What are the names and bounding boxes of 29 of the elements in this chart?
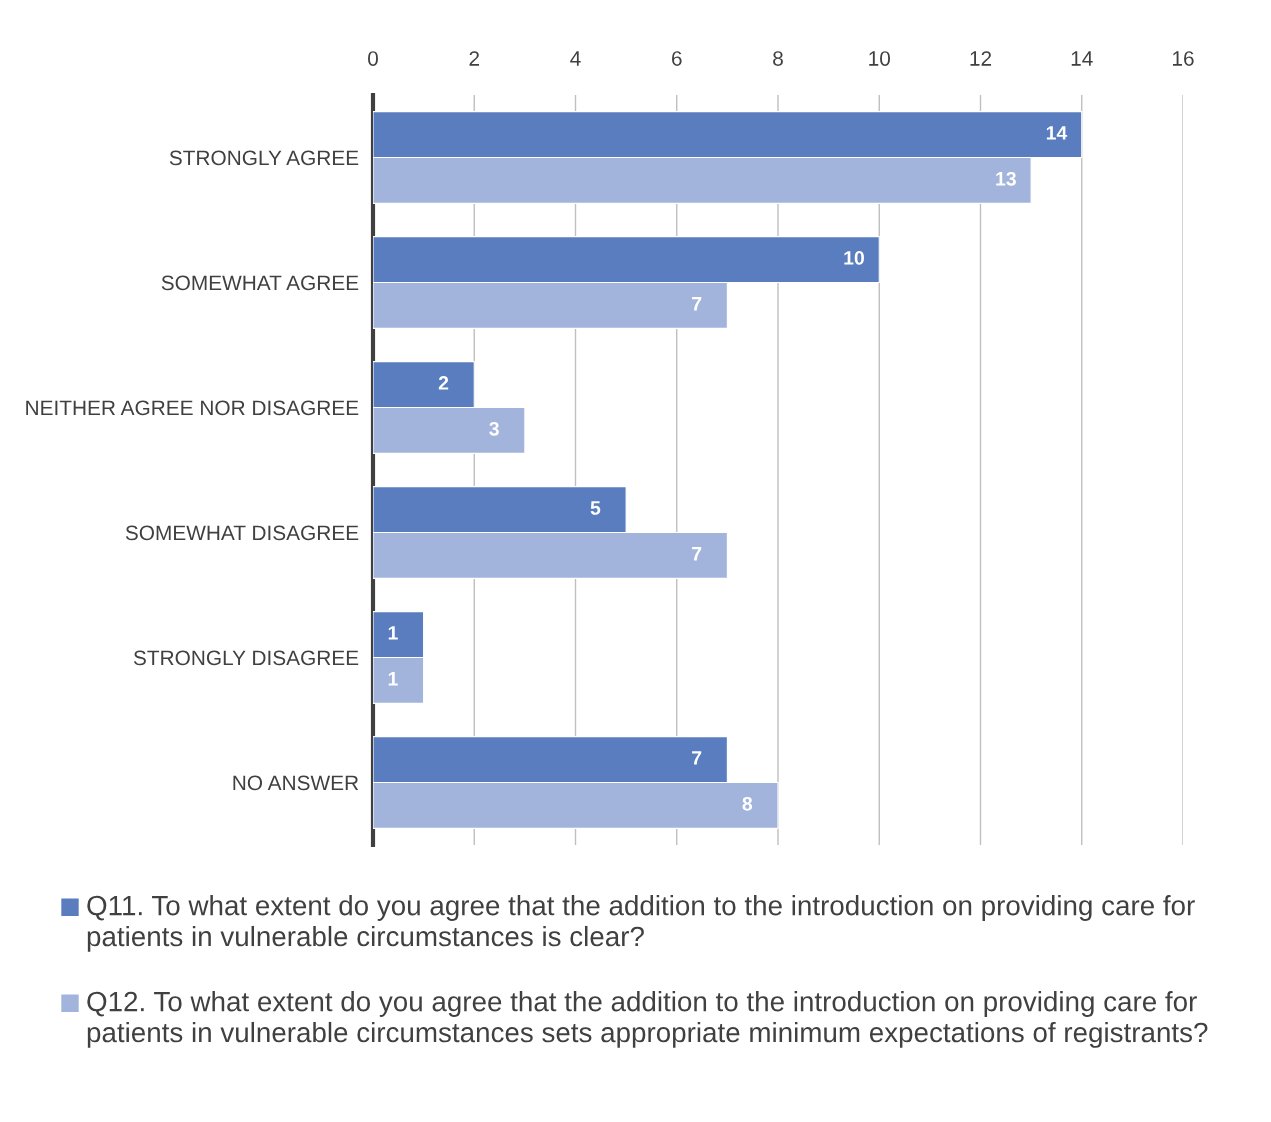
x-tick-label: 2 — [469, 51, 479, 66]
data-label: 14 — [1046, 126, 1068, 140]
data-label: 8 — [742, 796, 753, 811]
y-tick-label: STRONGLY DISAGREE — [133, 650, 359, 666]
legend-label: Q11. To what extent do you agree that the addition to the introduction on providing care for patients in vulnerable circumstances is clear? — [87, 895, 1195, 952]
data-label: 10 — [844, 251, 864, 265]
x-tick-label: 8 — [773, 51, 783, 66]
y-tick-label: NEITHER AGREE NOR DISAGREE — [26, 400, 359, 416]
y-tick-label: SOMEWHAT DISAGREE — [125, 525, 359, 541]
x-tick-label: 4 — [570, 51, 581, 66]
x-tick-label: 16 — [1173, 51, 1194, 66]
data-label: 7 — [692, 297, 702, 311]
data-label: 2 — [438, 376, 449, 390]
x-tick-label: 14 — [1071, 51, 1093, 66]
x-tick-label: 6 — [672, 51, 682, 66]
y-tick-label: SOMEWHAT AGREE — [161, 275, 359, 291]
data-label: 1 — [388, 626, 398, 640]
y-tick-label: STRONGLY AGREE — [169, 150, 359, 166]
legend-label: Q12. To what extent do you agree that the addition to the introduction on providing care for patients in vulnerable circumstances sets appropriate minimum expectations of registrants? — [87, 991, 1208, 1048]
data-label: 7 — [692, 751, 702, 765]
data-label: 7 — [692, 547, 702, 561]
data-label: 3 — [489, 421, 499, 436]
x-tick-label: 0 — [368, 51, 378, 66]
data-label: 5 — [590, 501, 601, 515]
data-label: 13 — [996, 171, 1016, 186]
x-tick-label: 12 — [970, 51, 992, 66]
y-tick-label: NO ANSWER — [233, 775, 359, 791]
x-tick-label: 10 — [869, 51, 891, 66]
data-label: 1 — [388, 672, 398, 686]
